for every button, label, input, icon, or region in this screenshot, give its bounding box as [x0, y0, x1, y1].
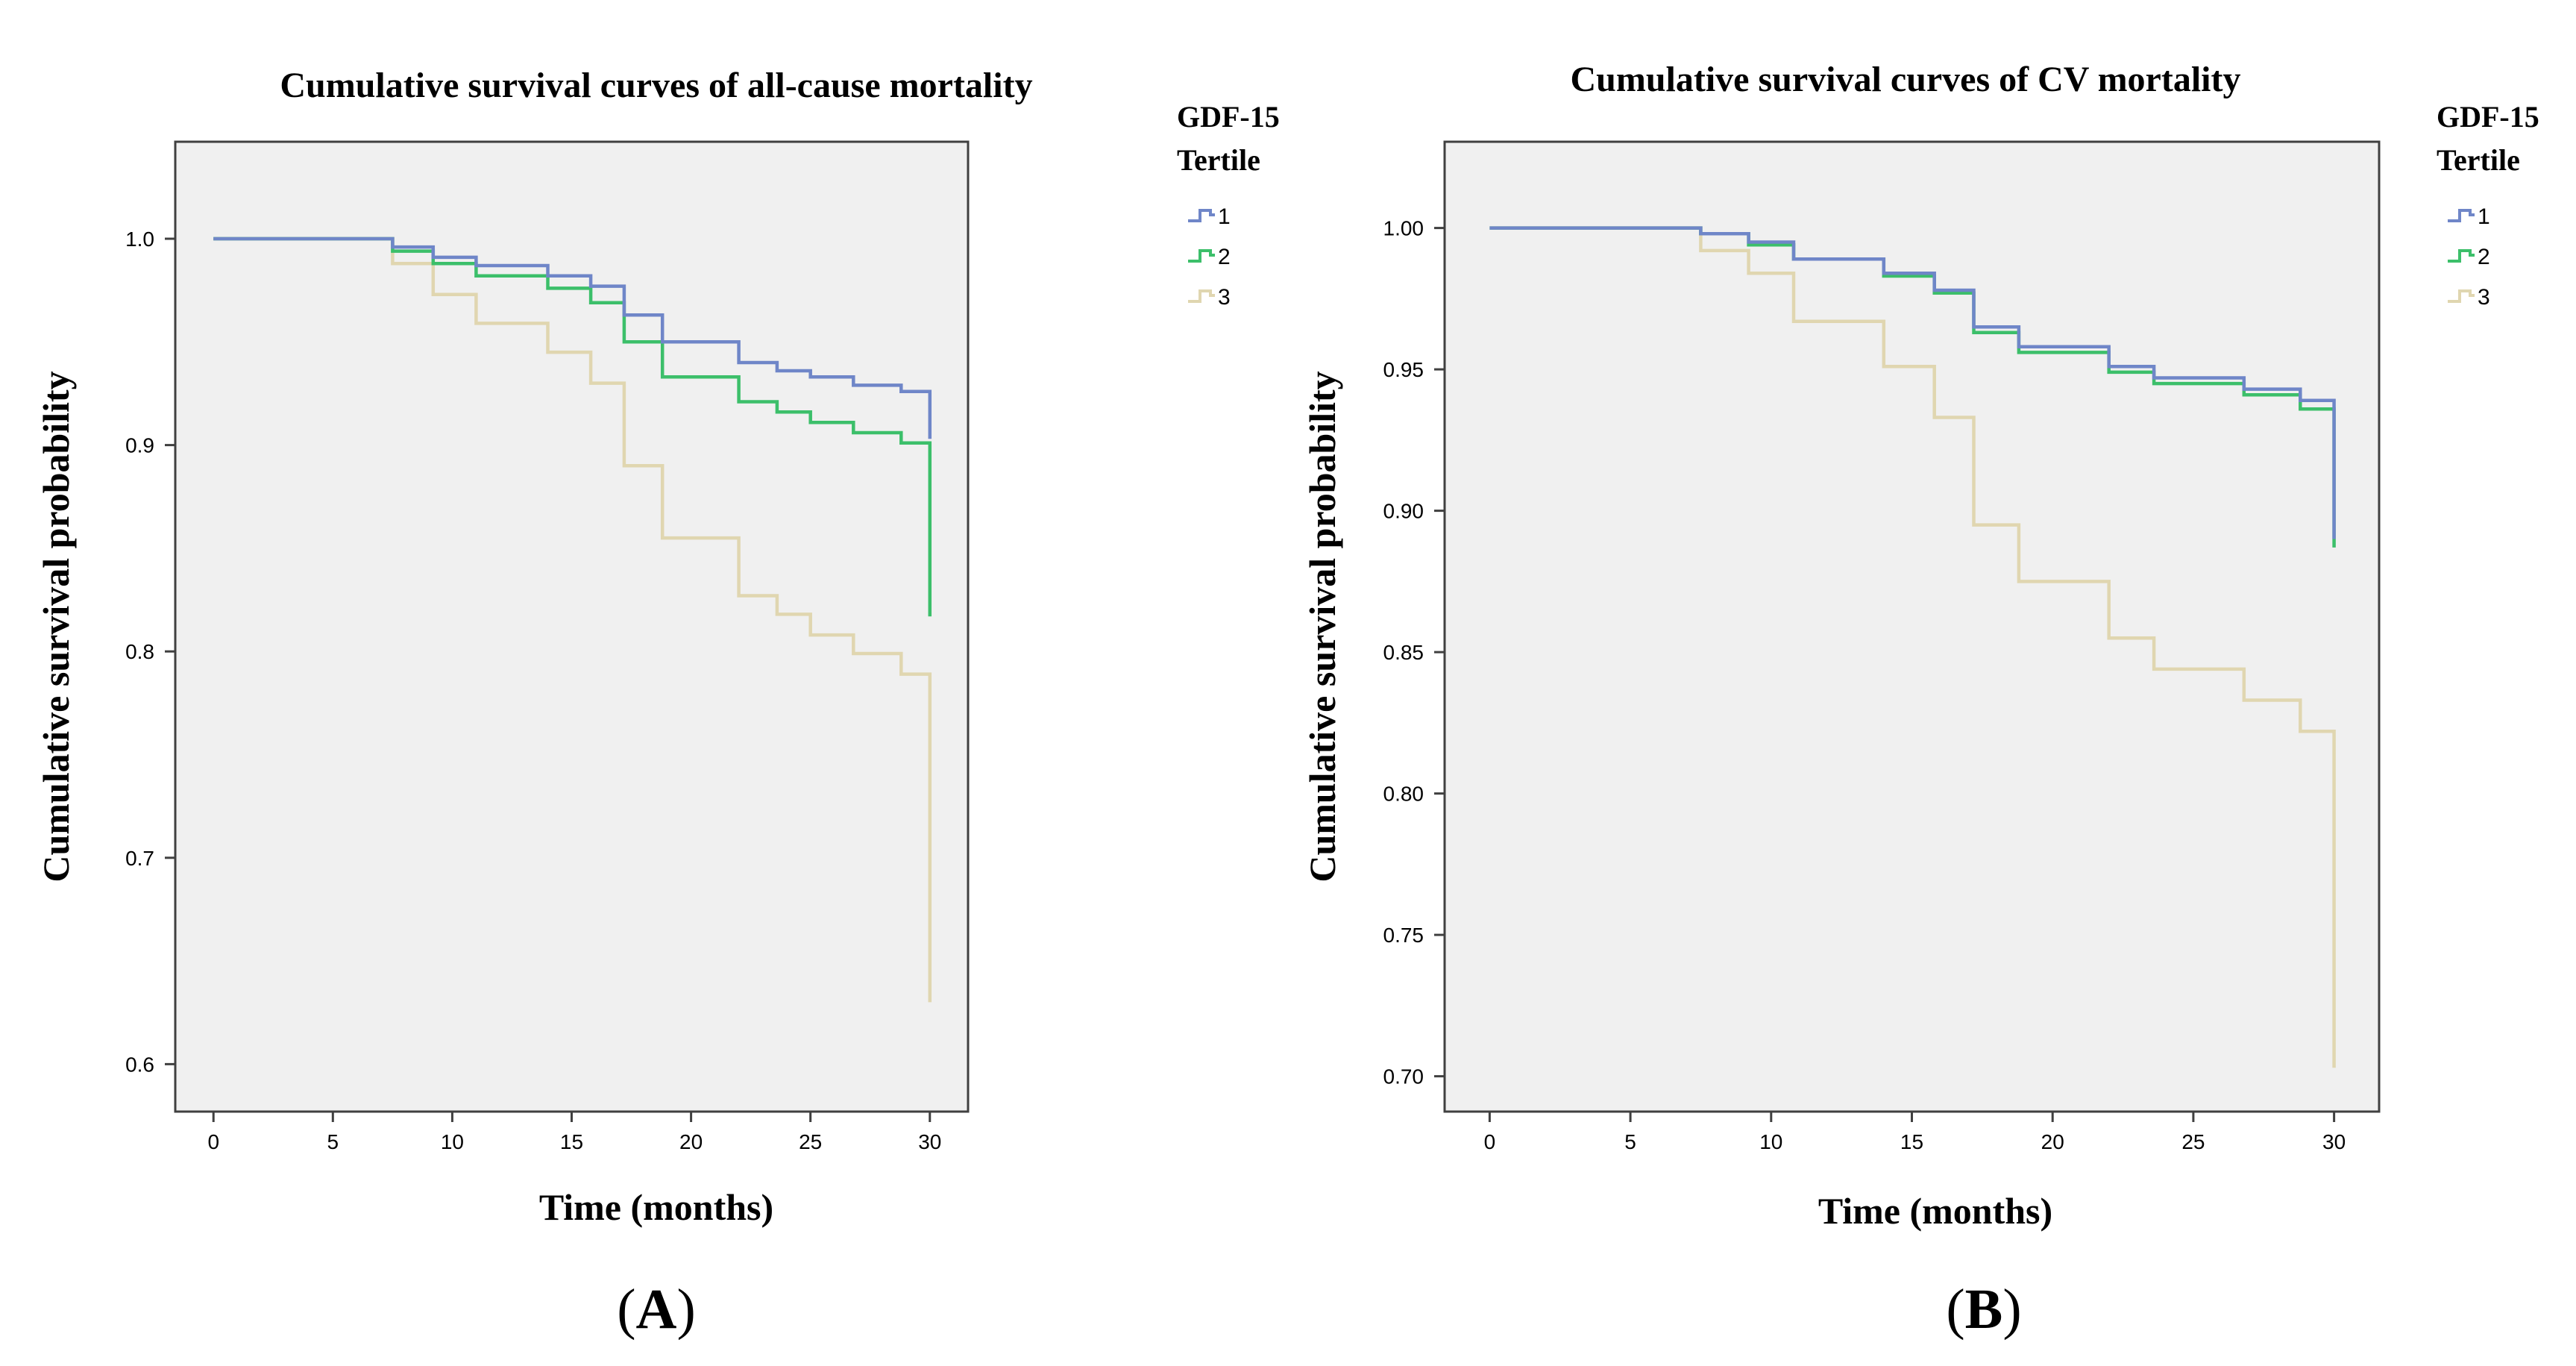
legend-title-line2: Tertile: [1177, 143, 1260, 177]
legend-label-tertile-1: 1: [1218, 204, 1231, 229]
legend-title-line1: GDF-15: [1177, 100, 1280, 134]
legend-label-tertile-3: 3: [2478, 285, 2490, 310]
x-tick-label: 15: [560, 1130, 583, 1153]
chart-title: Cumulative survival curves of all-cause …: [280, 66, 1032, 105]
plot-area: [174, 140, 970, 1113]
legend-title-line2: Tertile: [2437, 143, 2520, 177]
x-tick-label: 10: [1759, 1130, 1782, 1153]
series-line-tertile-1: [213, 236, 932, 439]
y-tick-label: 0.9: [125, 434, 154, 457]
y-tick-label: 0.75: [1383, 924, 1424, 947]
legend-label-tertile-1: 1: [2478, 204, 2490, 229]
legend-swatch-tertile-2: [1188, 249, 1215, 263]
x-tick-label: 25: [2181, 1130, 2205, 1153]
x-tick-label: 10: [441, 1130, 464, 1153]
series-line-tertile-1: [1489, 226, 2336, 539]
legend: GDF-15 Tertile 1 2 3: [2437, 100, 2539, 310]
legend-swatch-tertile-3: [2448, 289, 2475, 303]
x-tick-label: 0: [207, 1130, 219, 1153]
panel-label-letter: A: [636, 1278, 677, 1341]
x-tick-label: 25: [799, 1130, 822, 1153]
legend-swatch-tertile-1: [2448, 209, 2475, 222]
y-tick-label: 0.6: [125, 1053, 154, 1076]
chart-panel-A: Cumulative survival curves of all-cause …: [35, 66, 1280, 1341]
panel-label: (B): [1946, 1278, 2021, 1341]
plot-area: [1443, 140, 2381, 1113]
legend-swatch-tertile-1: [1188, 209, 1215, 222]
legend-label-tertile-2: 2: [2478, 245, 2490, 269]
x-tick-label: 0: [1484, 1130, 1496, 1153]
y-tick-label: 0.70: [1383, 1065, 1424, 1088]
x-axis-label: Time (months): [1818, 1190, 2052, 1232]
panel-label: (A): [617, 1278, 696, 1341]
y-tick-label: 0.95: [1383, 358, 1424, 381]
y-tick-label: 0.85: [1383, 641, 1424, 664]
y-axis-label: Cumulative survival probability: [35, 371, 77, 882]
x-tick-label: 15: [1900, 1130, 1923, 1153]
legend-swatch-tertile-2: [2448, 249, 2475, 263]
y-tick-label: 1.00: [1383, 217, 1424, 240]
legend-title-line1: GDF-15: [2437, 100, 2539, 134]
y-tick-label: 0.90: [1383, 500, 1424, 523]
y-tick-label: 0.80: [1383, 783, 1424, 806]
x-tick-label: 20: [679, 1130, 703, 1153]
x-tick-label: 5: [1624, 1130, 1636, 1153]
y-axis-label: Cumulative survival probability: [1301, 371, 1343, 882]
legend-swatch-tertile-3: [1188, 289, 1215, 303]
x-tick-label: 5: [327, 1130, 339, 1153]
series-line-tertile-3: [1489, 226, 2336, 1068]
x-tick-label: 30: [918, 1130, 941, 1153]
x-tick-label: 30: [2322, 1130, 2346, 1153]
series-line-tertile-3: [213, 236, 932, 1003]
chart-title: Cumulative survival curves of CV mortali…: [1570, 60, 2240, 99]
panel-label-letter: B: [1965, 1278, 2003, 1341]
series-line-tertile-2: [1489, 226, 2336, 548]
x-axis-label: Time (months): [539, 1186, 773, 1228]
chart-panel-B: Cumulative survival curves of CV mortali…: [1301, 60, 2539, 1341]
y-tick-label: 1.0: [125, 228, 154, 251]
legend-label-tertile-3: 3: [1218, 285, 1231, 310]
x-tick-label: 20: [2041, 1130, 2064, 1153]
y-tick-label: 0.8: [125, 640, 154, 663]
legend-label-tertile-2: 2: [1218, 245, 1231, 269]
legend: GDF-15 Tertile 1 2 3: [1177, 100, 1280, 310]
y-tick-label: 0.7: [125, 847, 154, 870]
